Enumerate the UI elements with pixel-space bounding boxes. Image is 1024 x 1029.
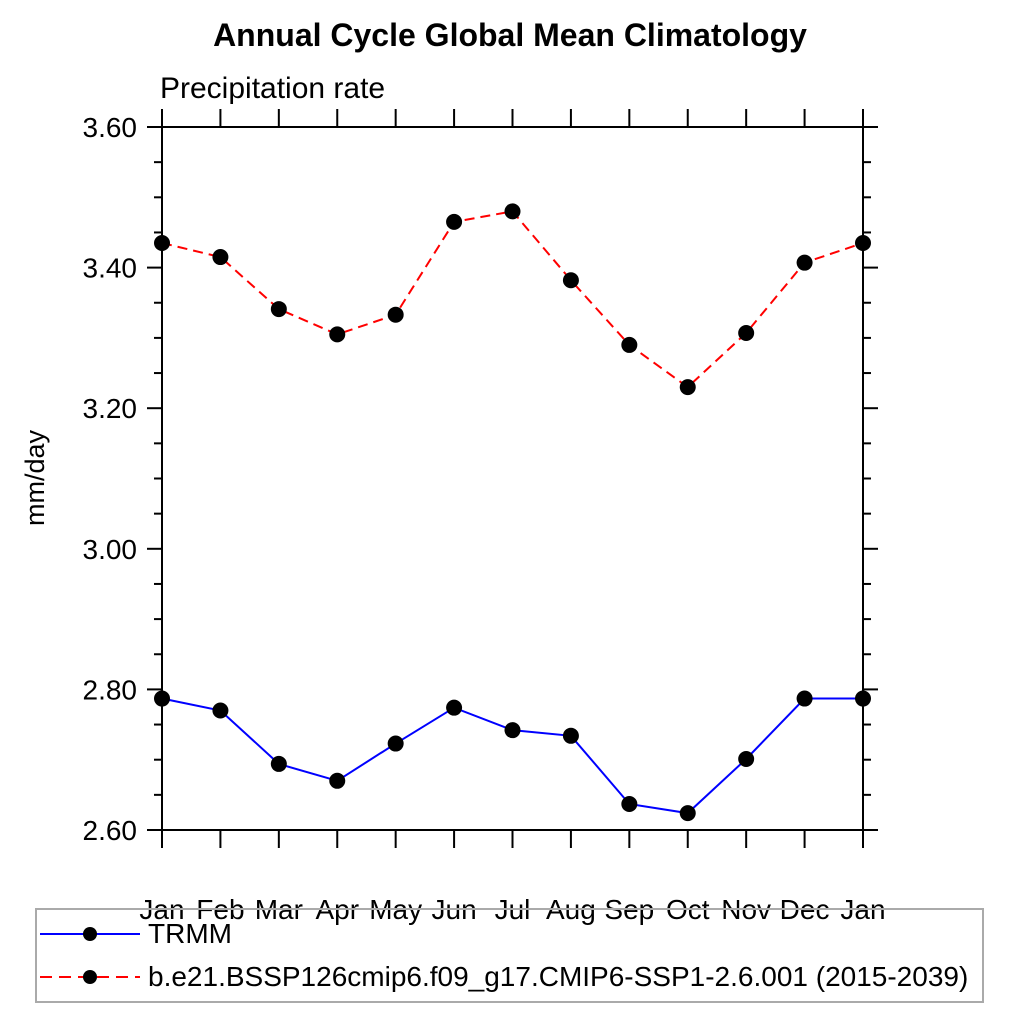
data-point-model-jun [446, 213, 463, 230]
data-point-trmm-oct [679, 805, 696, 822]
legend-marker-model [83, 970, 97, 984]
data-point-trmm-jan [855, 690, 871, 707]
chart-title: Annual Cycle Global Mean Climatology [213, 17, 807, 53]
data-point-trmm-mar [270, 755, 287, 772]
data-point-trmm-jan [154, 690, 170, 707]
y-tick-label: 3.20 [83, 393, 138, 424]
data-point-model-jul [504, 203, 521, 220]
legend-marker-trmm [83, 927, 97, 941]
data-point-model-apr [329, 326, 346, 343]
y-tick-label: 3.00 [83, 534, 138, 565]
data-point-trmm-may [387, 735, 404, 752]
data-point-model-jan [154, 234, 170, 251]
y-tick-label: 2.60 [83, 815, 138, 846]
series-line-model [161, 210, 864, 389]
data-point-model-dec [796, 254, 813, 271]
chart-subtitle: Precipitation rate [160, 72, 385, 105]
legend: TRMM b.e21.BSSP126cmip6.f09_g17.CMIP6-SS… [35, 908, 984, 1003]
y-tick-label: 3.40 [83, 253, 138, 284]
legend-entry-trmm: TRMM [40, 918, 232, 949]
legend-entry-model: b.e21.BSSP126cmip6.f09_g17.CMIP6-SSP1-2.… [40, 961, 968, 992]
legend-label-trmm: TRMM [148, 918, 232, 949]
data-point-trmm-jul [504, 722, 521, 739]
data-point-trmm-nov [738, 750, 755, 767]
data-point-trmm-aug [562, 727, 579, 744]
data-point-model-jan [855, 234, 871, 251]
data-point-model-feb [212, 249, 229, 266]
data-point-model-aug [562, 272, 579, 289]
data-point-trmm-feb [212, 702, 229, 719]
y-tick-label: 3.60 [83, 112, 138, 143]
data-point-model-sep [621, 336, 638, 353]
data-point-model-may [387, 306, 404, 323]
y-tick-label: 2.80 [83, 674, 138, 705]
data-point-model-mar [270, 301, 287, 318]
data-point-model-oct [679, 379, 696, 396]
y-axis-label: mm/day [20, 429, 50, 526]
legend-label-model: b.e21.BSSP126cmip6.f09_g17.CMIP6-SSP1-2.… [148, 961, 968, 992]
legend-box [35, 908, 984, 1003]
data-point-model-nov [738, 324, 755, 341]
data-point-trmm-jun [446, 699, 463, 716]
data-point-trmm-dec [796, 690, 813, 707]
data-point-trmm-sep [621, 795, 638, 812]
data-point-trmm-apr [329, 772, 346, 789]
series-line-trmm [161, 697, 863, 815]
